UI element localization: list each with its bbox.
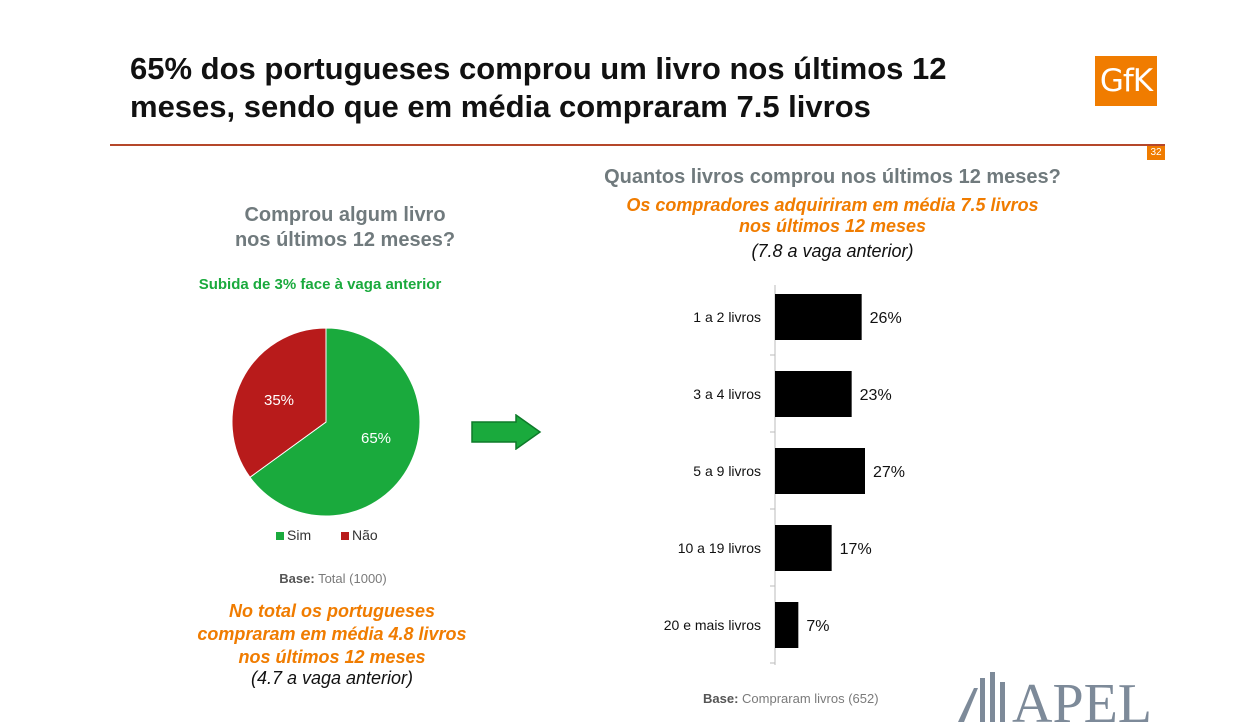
bar-previous-wave: (7.8 a vaga anterior) bbox=[751, 241, 914, 261]
legend-swatch-sim bbox=[276, 532, 284, 541]
bar-value-label: 17% bbox=[840, 541, 872, 558]
page-number: 32 bbox=[1147, 146, 1165, 160]
apel-logo-stroke bbox=[958, 688, 978, 722]
bar-category-label: 10 a 19 livros bbox=[678, 540, 761, 556]
pie-legend: Sim Não bbox=[276, 527, 378, 543]
bar-value-label: 27% bbox=[873, 464, 905, 481]
pie-label-nao: 35% bbox=[264, 392, 295, 409]
bar-highlight-line1: Os compradores adquiriram em média 7.5 l… bbox=[626, 195, 1039, 215]
pie-heading-line1: Comprou algum livro bbox=[244, 204, 446, 226]
bar-chart: 1 a 2 livros 26% 3 a 4 livros 23% 5 a 9 livr… bbox=[664, 285, 905, 665]
bar-category-label: 1 a 2 livros bbox=[693, 309, 761, 325]
bar-heading: Quantos livros comprou nos últimos 12 me… bbox=[604, 166, 1061, 188]
bar-category-label: 3 a 4 livros bbox=[693, 386, 761, 402]
bar-base-value: Compraram livros (652) bbox=[742, 691, 879, 706]
legend-label-nao: Não bbox=[352, 527, 378, 543]
green-right-arrow-icon bbox=[470, 413, 542, 455]
bar-value-label: 7% bbox=[806, 618, 829, 635]
bar bbox=[775, 602, 799, 648]
apel-logo: APEL bbox=[958, 672, 1150, 722]
header-divider bbox=[110, 144, 1165, 146]
pie-heading: Comprou algum livro nos últimos 12 meses… bbox=[185, 203, 505, 253]
bar-base-note: Base: Compraram livros (652) bbox=[703, 691, 879, 706]
bar-category-label: 20 e mais livros bbox=[664, 617, 761, 633]
pie-chart-svg bbox=[231, 327, 421, 517]
legend-item-sim: Sim bbox=[276, 527, 311, 543]
bar-category-label: 5 a 9 livros bbox=[693, 463, 761, 479]
pie-label-sim: 65% bbox=[361, 430, 392, 447]
pie-subheading: Subida de 3% face à vaga anterior bbox=[198, 276, 442, 293]
apel-logo-bar-2 bbox=[990, 672, 995, 722]
pie-base-note: Base: Total (1000) bbox=[233, 571, 433, 586]
pie-highlight-line1: No total os portugueses bbox=[228, 601, 435, 621]
bar-value-label: 23% bbox=[860, 387, 892, 404]
page-title: 65% dos portugueses comprou um livro nos… bbox=[130, 51, 947, 124]
gfk-logo: GfK bbox=[1095, 56, 1157, 106]
bar-base-label: Base: bbox=[703, 691, 739, 706]
pie-base-label: Base: bbox=[279, 571, 315, 586]
bar bbox=[775, 371, 852, 417]
pie-chart: 35% 65% bbox=[226, 322, 426, 522]
bar-value-label: 26% bbox=[870, 310, 902, 327]
pie-highlight-line3: nos últimos 12 meses bbox=[238, 647, 426, 667]
pie-slice-nao bbox=[231, 327, 327, 478]
legend-swatch-nao bbox=[341, 532, 350, 541]
bar-highlight-line2: nos últimos 12 meses bbox=[738, 216, 927, 236]
pie-highlight-line2: compraram em média 4.8 livros bbox=[197, 624, 467, 644]
pie-base-value: Total (1000) bbox=[318, 571, 387, 586]
bar bbox=[775, 448, 865, 494]
apel-logo-text: APEL bbox=[1012, 673, 1150, 722]
pie-previous-wave: (4.7 a vaga anterior) bbox=[250, 668, 414, 688]
legend-item-nao: Não bbox=[341, 527, 378, 543]
pie-heading-line2: nos últimos 12 meses? bbox=[234, 229, 456, 251]
pie-highlight: No total os portugueses compraram em méd… bbox=[160, 600, 504, 669]
bar bbox=[775, 294, 862, 340]
pie-slice-sim bbox=[249, 327, 421, 517]
apel-logo-bar-3 bbox=[1000, 682, 1005, 722]
apel-logo-bar-1 bbox=[980, 678, 985, 722]
legend-label-sim: Sim bbox=[287, 527, 312, 543]
bar bbox=[775, 525, 832, 571]
bar-highlight: Os compradores adquiriram em média 7.5 l… bbox=[560, 195, 1105, 237]
